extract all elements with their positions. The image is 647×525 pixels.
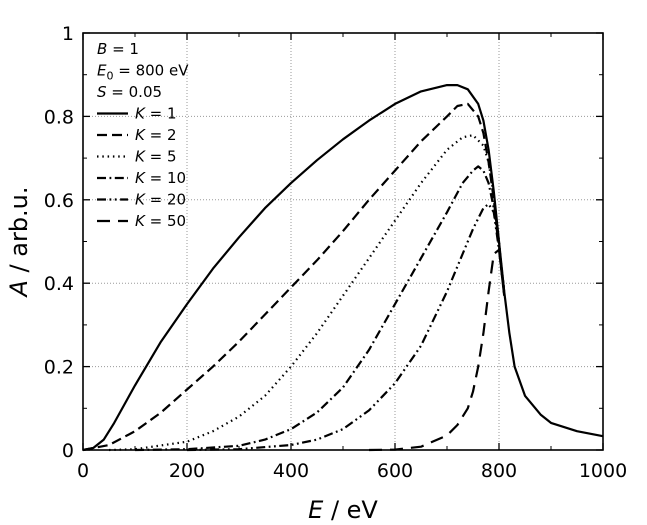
legend-parameter: E0 = 800 eV xyxy=(97,62,189,83)
y-tick-label: 0 xyxy=(62,440,74,462)
legend-entry: K = 20 xyxy=(135,191,186,209)
series-line xyxy=(134,165,506,452)
legend-entry: K = 50 xyxy=(135,212,186,230)
grid xyxy=(83,33,603,450)
series-line xyxy=(82,84,604,452)
x-axis-label: E / eV xyxy=(308,496,378,524)
legend: B = 1 E0 = 800 eVS = 0.05 K = 1 K = 2 K = 5 K… xyxy=(97,40,189,230)
y-tick-label: 0.6 xyxy=(44,190,74,212)
legend-entry: K = 2 xyxy=(135,126,177,144)
y-tick-label: 0.4 xyxy=(44,273,74,295)
x-axis-label-symbol: E xyxy=(308,496,324,524)
curves xyxy=(82,84,604,452)
legend-entry: K = 10 xyxy=(135,169,186,187)
legend-entry: K = 5 xyxy=(135,148,177,166)
x-tick-label: 0 xyxy=(77,460,89,482)
x-tick-label: 200 xyxy=(169,460,205,482)
y-axis-label-unit: / arb.u. xyxy=(5,186,33,280)
x-tick-label: 400 xyxy=(273,460,309,482)
x-axis-label-unit: / eV xyxy=(323,496,378,524)
y-tick-label: 0.8 xyxy=(44,106,74,128)
legend-entry: K = 1 xyxy=(135,105,177,123)
x-tick-label: 600 xyxy=(377,460,413,482)
y-axis-label-symbol: A xyxy=(5,280,33,298)
legend-parameter: B = 1 xyxy=(97,40,139,58)
y-tick-label: 1 xyxy=(62,23,74,45)
y-tick-label: 0.2 xyxy=(44,357,74,379)
y-axis-label: A / arb.u. xyxy=(5,186,33,298)
x-tick-label: 800 xyxy=(481,460,517,482)
x-tick-label: 1000 xyxy=(579,460,627,482)
legend-parameter: S = 0.05 xyxy=(97,83,162,101)
ticks: 0 200 400 600 800 1000 0 0.2 0.4 0.6 0.8 1 xyxy=(44,23,627,482)
series-line xyxy=(368,248,506,452)
series-line xyxy=(108,134,506,452)
series-line xyxy=(186,202,506,452)
series-line xyxy=(82,102,506,452)
